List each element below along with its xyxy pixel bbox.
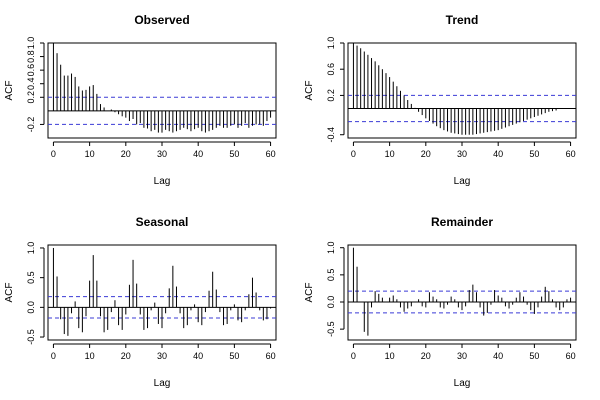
y-tick-label: 0.5 — [326, 269, 336, 282]
y-tick-label: 0.4 — [26, 77, 36, 90]
y-tick-label: -0.5 — [326, 321, 336, 337]
panel-remainder: Remainder 0 10 20 30 40 50 60 -0.5 0.0 0.5 1.0 Lag AC… — [304, 215, 577, 389]
plot-frame — [47, 42, 277, 139]
x-tick-label: 20 — [421, 351, 431, 361]
y-tick-label: 1.0 — [326, 37, 336, 50]
y-tick-label: -0.2 — [26, 117, 36, 133]
panel-title: Observed — [134, 13, 189, 27]
y-tick-label: 0.6 — [326, 63, 336, 76]
x-tick-label: 40 — [193, 351, 203, 361]
y-tick-label: 0.2 — [326, 89, 336, 102]
x-tick-label: 60 — [266, 149, 276, 159]
x-tick-label: 10 — [385, 149, 395, 159]
x-tick-label: 30 — [457, 149, 467, 159]
x-tick-label: 30 — [457, 351, 467, 361]
y-axis-label: ACF — [304, 283, 315, 303]
y-tick-label: 0.8 — [26, 50, 36, 63]
y-tick-label: 0.2 — [26, 91, 36, 104]
panel-seasonal: Seasonal 0 10 20 30 40 50 60 -0.5 0.0 0.5 1.0 Lag ACF — [4, 215, 277, 389]
x-tick-label: 50 — [529, 351, 539, 361]
x-tick-label: 50 — [529, 149, 539, 159]
y-axis-label: ACF — [4, 81, 15, 101]
x-tick-label: 30 — [157, 149, 167, 159]
y-tick-label: 1.0 — [26, 242, 36, 255]
x-tick-label: 0 — [351, 351, 356, 361]
panel-trend: Trend 0 10 20 30 40 50 60 -0.4 0.2 0.6 1.0 Lag ACF — [304, 13, 577, 187]
x-tick-label: 20 — [121, 351, 131, 361]
x-tick-label: 50 — [229, 149, 239, 159]
x-tick-label: 0 — [351, 149, 356, 159]
y-axis-label: ACF — [304, 81, 315, 101]
x-tick-label: 0 — [51, 149, 56, 159]
plot-frame — [347, 244, 577, 341]
y-tick-label: 0.6 — [26, 64, 36, 77]
y-tick-label: 0.5 — [26, 271, 36, 284]
x-tick-label: 60 — [566, 149, 576, 159]
y-tick-label: 1.0 — [326, 241, 336, 254]
x-tick-label: 40 — [493, 149, 503, 159]
x-tick-label: 60 — [566, 351, 576, 361]
x-tick-label: 10 — [385, 351, 395, 361]
panel-title: Remainder — [431, 215, 493, 229]
y-tick-label: 1.0 — [26, 37, 36, 50]
y-tick-label: 0.0 — [26, 301, 36, 314]
y-tick-label: 0.0 — [326, 296, 336, 309]
x-tick-label: 20 — [121, 149, 131, 159]
x-tick-label: 30 — [157, 351, 167, 361]
x-tick-label: 10 — [85, 351, 95, 361]
panel-title: Trend — [446, 13, 479, 27]
panel-title: Seasonal — [136, 215, 189, 229]
x-axis-label: Lag — [154, 378, 171, 389]
y-tick-label: -0.5 — [26, 329, 36, 345]
x-tick-label: 60 — [266, 351, 276, 361]
y-axis-label: ACF — [4, 283, 15, 303]
plot-frame — [347, 42, 577, 139]
x-tick-label: 10 — [85, 149, 95, 159]
plot-frame — [47, 244, 277, 341]
x-axis-label: Lag — [454, 176, 471, 187]
x-tick-label: 0 — [51, 351, 56, 361]
x-tick-label: 20 — [421, 149, 431, 159]
x-axis-label: Lag — [154, 176, 171, 187]
x-tick-label: 40 — [493, 351, 503, 361]
panel-observed: Observed 0 10 20 30 40 50 60 -0.2 0.20.40.60.81.0… — [4, 13, 277, 187]
x-tick-label: 40 — [193, 149, 203, 159]
y-tick-label: -0.4 — [326, 127, 336, 143]
x-tick-label: 50 — [229, 351, 239, 361]
x-axis-label: Lag — [454, 378, 471, 389]
